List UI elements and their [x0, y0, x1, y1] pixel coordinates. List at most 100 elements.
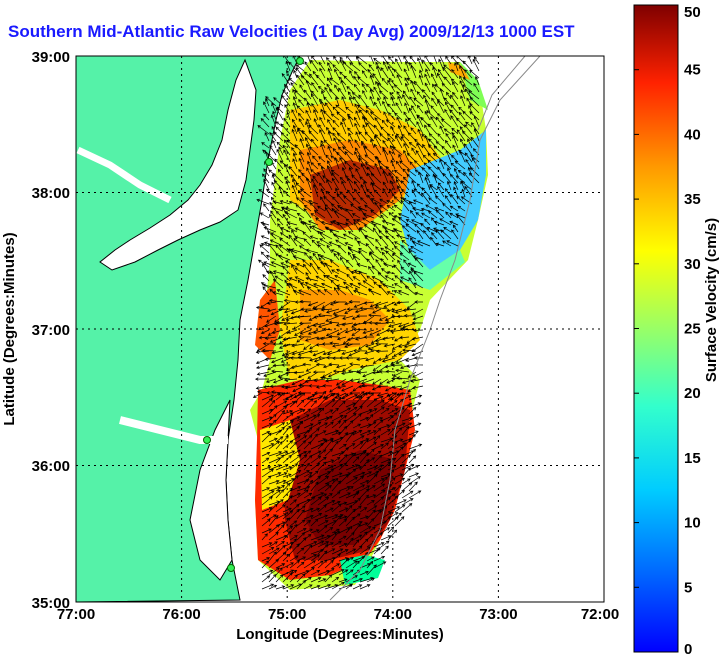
velocity-arrow: [444, 195, 452, 205]
velocity-arrow: [265, 98, 270, 107]
velocity-arrow: [357, 282, 368, 289]
velocity-arrow: [408, 422, 422, 429]
velocity-arrow: [305, 79, 312, 93]
velocity-arrow: [443, 76, 452, 86]
velocity-arrow: [345, 508, 356, 520]
velocity-arrow: [317, 390, 327, 401]
velocity-arrow: [296, 399, 305, 408]
velocity-arrow: [339, 56, 347, 65]
velocity-arrow: [402, 198, 417, 205]
velocity-arrow: [261, 457, 270, 464]
velocity-arrow: [345, 402, 356, 408]
velocity-arrow: [392, 371, 403, 377]
velocity-arrow: [324, 421, 334, 429]
velocity-arrow: [317, 85, 326, 93]
colorbar-tick-label: 30: [684, 256, 701, 273]
velocity-arrow: [261, 430, 271, 436]
velocity-arrow: [283, 149, 291, 163]
pamlico-sound: [189, 399, 233, 581]
velocity-arrow: [372, 227, 382, 240]
velocity-arrow: [282, 343, 298, 348]
velocity-arrow: [359, 449, 367, 457]
velocity-arrow: [361, 378, 375, 385]
velocity-arrow: [268, 243, 277, 254]
velocity-arrow: [290, 248, 305, 254]
velocity-arrow: [358, 250, 368, 261]
velocity-arrow: [409, 270, 417, 282]
velocity-arrow: [373, 435, 381, 443]
velocity-arrow: [419, 69, 424, 79]
velocity-arrow: [351, 174, 361, 184]
velocity-arrow: [261, 142, 270, 149]
velocity-arrow: [260, 117, 270, 128]
velocity-arrow: [294, 227, 305, 233]
velocity-arrow: [463, 171, 473, 184]
velocity-arrow: [303, 514, 314, 520]
velocity-arrow: [444, 139, 452, 149]
velocity-arrow: [395, 234, 410, 240]
velocity-arrow: [393, 290, 403, 296]
velocity-arrow: [352, 475, 365, 485]
y-axis: 39:00 38:00 37:00 36:00 35:00 Latitude (…: [1, 49, 70, 612]
velocity-arrow: [311, 82, 319, 93]
velocity-arrow: [288, 77, 298, 86]
velocity-arrow: [354, 116, 361, 128]
velocity-arrow: [359, 515, 369, 520]
velocity-arrow: [332, 233, 347, 240]
velocity-arrow: [459, 75, 466, 86]
velocity-arrow: [313, 283, 326, 289]
velocity-arrow: [323, 110, 333, 121]
velocity-arrow: [352, 497, 361, 506]
velocity-arrow: [294, 300, 305, 304]
velocity-arrow: [394, 308, 410, 314]
velocity-arrow: [346, 266, 354, 275]
velocity-arrow: [309, 357, 319, 362]
velocity-arrow: [416, 183, 424, 191]
velocity-arrow: [350, 203, 361, 212]
velocity-arrow: [341, 385, 354, 392]
velocity-arrow: [359, 423, 372, 429]
velocity-arrow: [410, 378, 424, 383]
colorbar-tick-label: 50: [684, 4, 701, 21]
velocity-arrow: [275, 454, 285, 464]
velocity-arrow: [288, 61, 298, 72]
velocity-arrow: [352, 413, 362, 422]
colorbar-tick-label: 0: [684, 641, 692, 658]
y-tick-label: 35:00: [32, 595, 70, 612]
velocity-arrow: [289, 543, 300, 555]
velocity-arrow: [255, 357, 270, 365]
velocity-arrow: [282, 473, 292, 478]
velocity-arrow: [384, 246, 396, 254]
velocity-arrow: [317, 244, 326, 254]
velocity-arrow: [322, 371, 333, 378]
velocity-arrow: [385, 250, 396, 261]
velocity-arrow: [457, 205, 466, 212]
velocity-arrow: [316, 336, 326, 341]
velocity-arrow: [402, 90, 410, 100]
velocity-arrow: [344, 329, 354, 334]
velocity-arrow: [411, 336, 424, 341]
velocity-arrow: [332, 106, 340, 114]
velocity-arrow: [278, 376, 291, 380]
velocity-arrow: [402, 94, 410, 107]
velocity-arrow: [346, 307, 361, 311]
velocity-arrow: [352, 555, 366, 562]
velocity-arrow: [374, 117, 382, 128]
velocity-arrow: [410, 245, 424, 254]
colorbar-tick-label: 20: [684, 385, 701, 402]
velocity-arrow: [401, 482, 413, 492]
velocity-arrow: [400, 244, 410, 254]
velocity-arrow: [261, 487, 271, 492]
velocity-arrow: [379, 165, 389, 177]
velocity-arrow: [426, 110, 438, 121]
velocity-arrow: [268, 503, 278, 513]
velocity-arrow: [335, 104, 347, 114]
velocity-arrow: [310, 414, 321, 422]
velocity-arrow: [289, 574, 299, 583]
velocity-arrow: [369, 74, 375, 86]
velocity-arrow: [338, 454, 348, 464]
velocity-arrow: [335, 378, 347, 386]
velocity-arrow: [313, 315, 326, 319]
velocity-arrow: [303, 584, 313, 590]
velocity-arrow: [308, 349, 319, 354]
